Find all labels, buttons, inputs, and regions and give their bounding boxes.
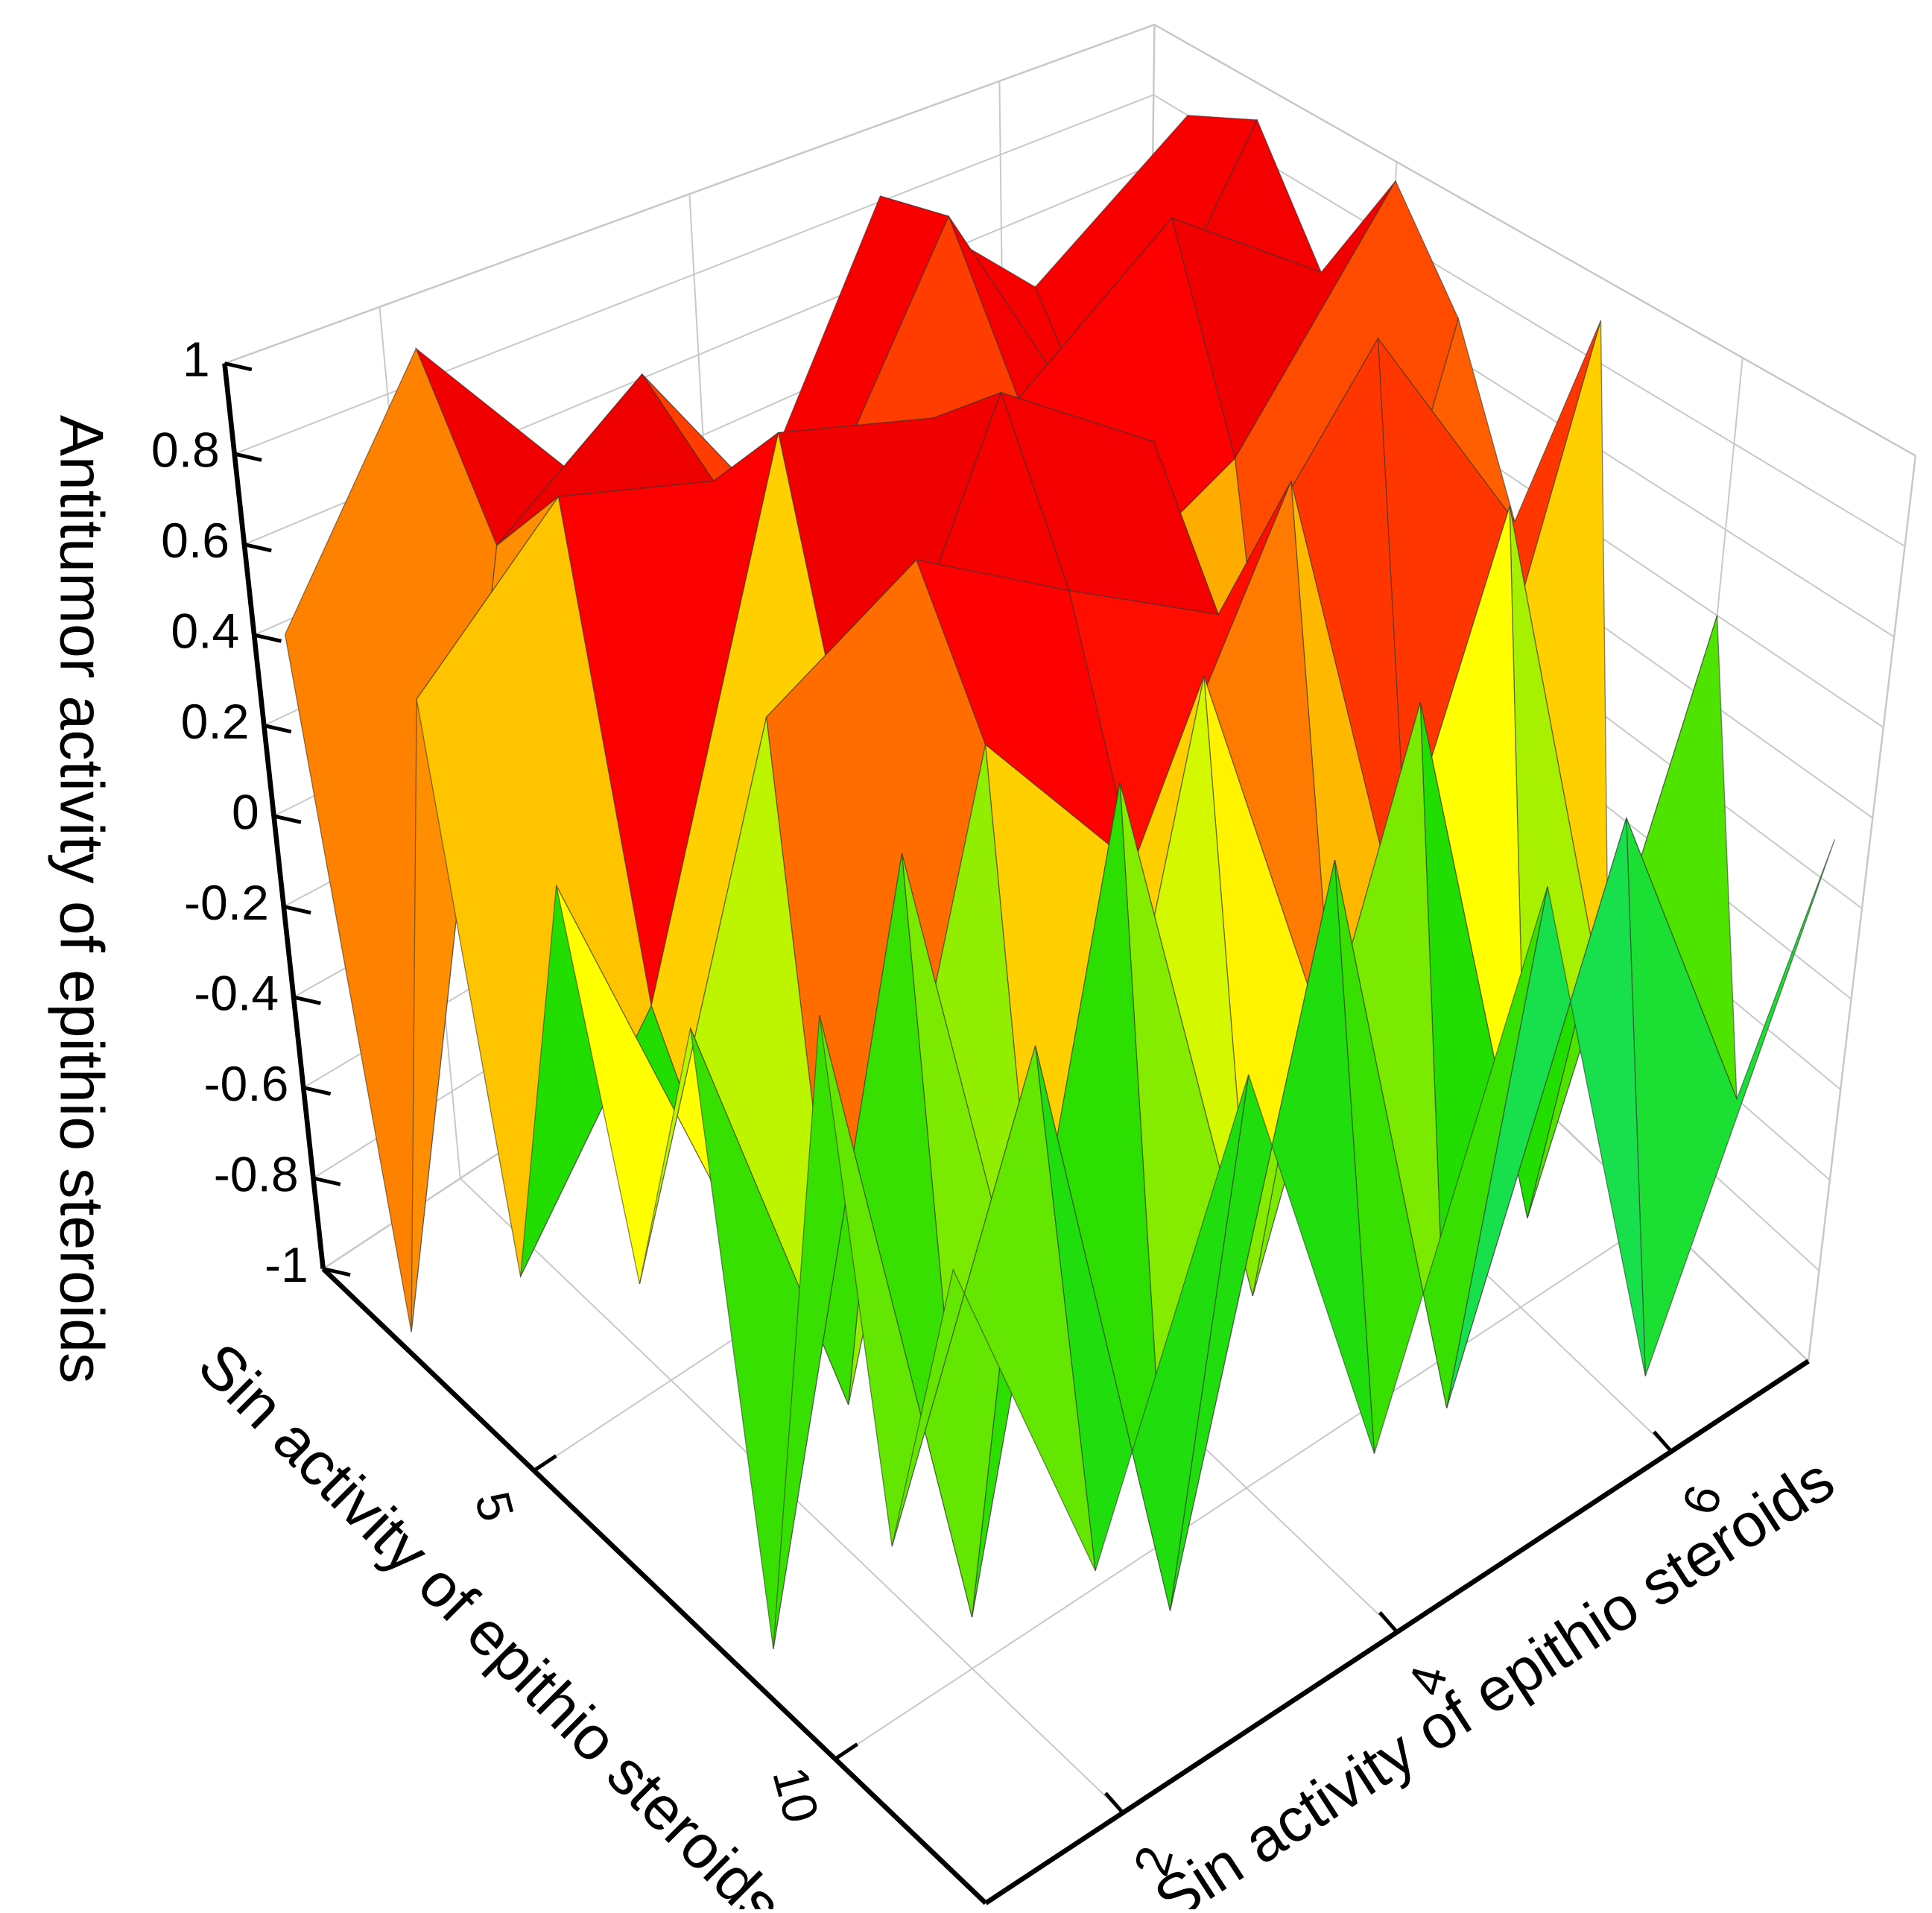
z-tick-label: -0.4 — [194, 966, 279, 1021]
z-tick-label: 0.8 — [151, 423, 220, 478]
z-tick — [263, 724, 292, 734]
z-tick — [312, 1176, 341, 1186]
z-tick — [273, 814, 302, 824]
x-axis-title: Sin activity of epithio steroids — [186, 1329, 796, 1909]
y-tick-label: 6 — [1672, 1479, 1732, 1520]
z-tick — [224, 361, 253, 372]
z-tick-label: 0.4 — [171, 604, 239, 660]
y-tick — [1103, 1792, 1124, 1815]
y-tick — [1653, 1430, 1673, 1453]
z-tick — [283, 905, 311, 915]
y-tick — [1378, 1611, 1399, 1634]
z-tick-label: 1 — [183, 332, 210, 388]
grid-line — [1153, 94, 1906, 547]
z-tick-label: 0.2 — [181, 695, 250, 750]
z-tick-label: -0.6 — [203, 1057, 288, 1112]
z-tick — [303, 1086, 332, 1096]
x-tick-label: 5 — [464, 1486, 525, 1527]
surface-patch — [891, 1046, 1096, 1572]
z-tick-label: 0 — [232, 785, 259, 841]
y-axis-title: Sin activity of epithio steroids — [1142, 1444, 1846, 1909]
z-tick-label: 0.6 — [161, 513, 229, 569]
z-tick — [244, 543, 272, 553]
z-tick — [234, 452, 262, 462]
z-tick-label: -1 — [265, 1238, 308, 1293]
x-tick-label: 10 — [761, 1762, 829, 1829]
x-axis — [321, 1267, 988, 1906]
y-tick-label: 2 — [1124, 1841, 1184, 1882]
x-tick — [533, 1454, 557, 1473]
y-tick-label: 4 — [1398, 1660, 1458, 1701]
z-tick — [253, 633, 282, 643]
z-tick — [323, 1267, 351, 1277]
z-tick-label: -0.8 — [214, 1147, 299, 1202]
z-axis-title: Antitumor activity of epithio steroids — [47, 415, 116, 1384]
x-tick — [834, 1742, 858, 1761]
grid-line — [1153, 24, 1916, 457]
surface-patch — [1626, 818, 1836, 1376]
z-tick — [293, 995, 321, 1005]
z-tick-label: -0.2 — [184, 876, 269, 931]
